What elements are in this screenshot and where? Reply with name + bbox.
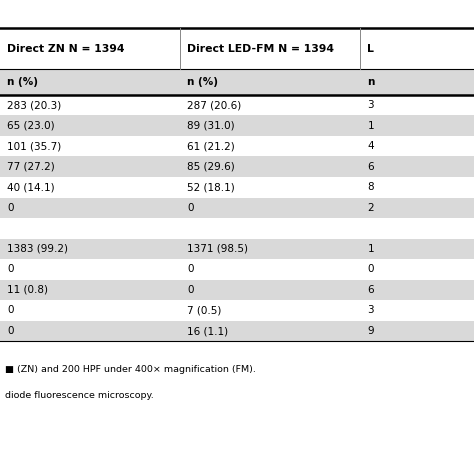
Bar — [0, 28, 474, 69]
Text: 0: 0 — [7, 305, 14, 316]
Text: 2: 2 — [367, 203, 374, 213]
Text: 85 (29.6): 85 (29.6) — [187, 162, 235, 172]
Text: 0: 0 — [7, 203, 14, 213]
Bar — [0, 156, 474, 177]
Bar — [0, 280, 474, 300]
Text: 287 (20.6): 287 (20.6) — [187, 100, 241, 110]
Bar — [0, 218, 474, 238]
Bar — [0, 177, 474, 198]
Text: 9: 9 — [367, 326, 374, 336]
Text: n: n — [367, 77, 375, 87]
Text: 77 (27.2): 77 (27.2) — [7, 162, 55, 172]
Text: L: L — [367, 44, 374, 54]
Text: 1: 1 — [367, 244, 374, 254]
Text: ■ (ZN) and 200 HPF under 400× magnification (FM).: ■ (ZN) and 200 HPF under 400× magnificat… — [5, 365, 255, 374]
Text: 8: 8 — [367, 182, 374, 192]
Bar — [0, 321, 474, 341]
Text: 283 (20.3): 283 (20.3) — [7, 100, 61, 110]
Bar — [0, 198, 474, 218]
Text: 1371 (98.5): 1371 (98.5) — [187, 244, 248, 254]
Bar — [0, 259, 474, 280]
Bar — [0, 238, 474, 259]
Text: 6: 6 — [367, 285, 374, 295]
Text: diode fluorescence microscopy.: diode fluorescence microscopy. — [5, 392, 154, 400]
Text: 0: 0 — [7, 264, 14, 274]
Text: 7 (0.5): 7 (0.5) — [187, 305, 222, 316]
Text: 4: 4 — [367, 141, 374, 151]
Text: n (%): n (%) — [187, 77, 218, 87]
Text: 0: 0 — [187, 285, 194, 295]
Text: 61 (21.2): 61 (21.2) — [187, 141, 235, 151]
Bar — [0, 115, 474, 136]
Text: 0: 0 — [7, 326, 14, 336]
Text: 1383 (99.2): 1383 (99.2) — [7, 244, 68, 254]
Text: 11 (0.8): 11 (0.8) — [7, 285, 48, 295]
Bar — [0, 300, 474, 321]
Text: 3: 3 — [367, 100, 374, 110]
Text: 0: 0 — [187, 203, 194, 213]
Text: 6: 6 — [367, 162, 374, 172]
Text: 65 (23.0): 65 (23.0) — [7, 120, 55, 131]
Text: 40 (14.1): 40 (14.1) — [7, 182, 55, 192]
Bar — [0, 136, 474, 156]
Text: 89 (31.0): 89 (31.0) — [187, 120, 235, 131]
Text: 101 (35.7): 101 (35.7) — [7, 141, 61, 151]
Text: 1: 1 — [367, 120, 374, 131]
Text: 16 (1.1): 16 (1.1) — [187, 326, 228, 336]
Text: Direct LED-FM N = 1394: Direct LED-FM N = 1394 — [187, 44, 334, 54]
Text: Direct ZN N = 1394: Direct ZN N = 1394 — [7, 44, 125, 54]
Text: 0: 0 — [187, 264, 194, 274]
Bar — [0, 95, 474, 115]
Bar — [0, 69, 474, 95]
Text: 52 (18.1): 52 (18.1) — [187, 182, 235, 192]
Text: 0: 0 — [367, 264, 374, 274]
Text: n (%): n (%) — [7, 77, 38, 87]
Text: 3: 3 — [367, 305, 374, 316]
